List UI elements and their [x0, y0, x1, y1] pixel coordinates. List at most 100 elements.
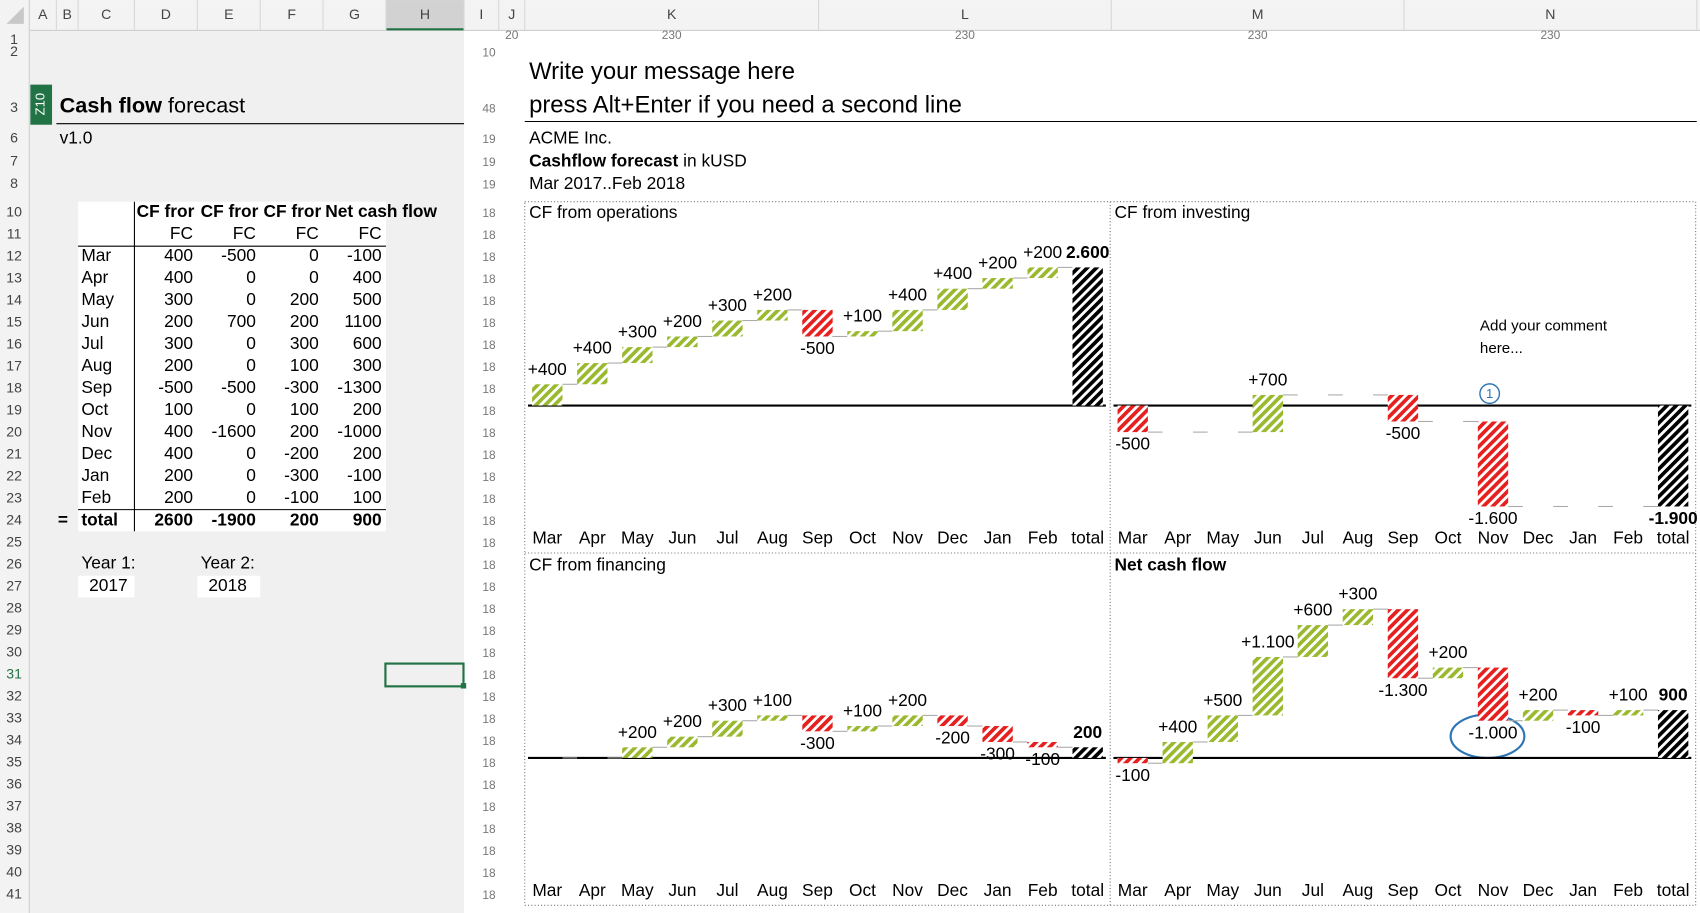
- table-cell: -100: [347, 465, 382, 485]
- bar: [1117, 757, 1148, 764]
- column-width: 230: [1540, 28, 1560, 42]
- row-height: 19: [482, 132, 496, 146]
- category-label: Sep: [1388, 880, 1419, 900]
- category-label: Feb: [1028, 527, 1058, 547]
- row-header-bar: [0, 0, 30, 913]
- category-label: total: [1657, 880, 1690, 900]
- table-cell: 0: [246, 443, 256, 463]
- table-cell: 600: [353, 333, 382, 353]
- category-label: Jun: [1254, 880, 1282, 900]
- value-label: +600: [1293, 600, 1332, 620]
- category-label: Jul: [716, 527, 738, 547]
- row-header: 38: [6, 820, 22, 836]
- category-label: Apr: [1164, 880, 1191, 900]
- row-header: 30: [6, 643, 22, 659]
- year2-cell[interactable]: [197, 575, 261, 598]
- table-row-label: Jun: [81, 311, 109, 331]
- table-cell: -1000: [337, 421, 381, 441]
- table-row-label: Nov: [81, 421, 112, 441]
- selected-column-header: [385, 0, 465, 31]
- value-label: +400: [573, 338, 612, 358]
- row-header: 28: [6, 599, 22, 615]
- comment-marker[interactable]: [1479, 383, 1501, 405]
- table-row-label: Feb: [81, 487, 111, 507]
- value-label: +200: [1428, 642, 1467, 662]
- value-label: -100: [1566, 717, 1601, 737]
- value-label: -300: [980, 744, 1015, 764]
- row-header: 29: [6, 621, 22, 637]
- value-label: +100: [753, 690, 792, 710]
- row-header: 2: [10, 43, 18, 59]
- bar: [667, 336, 698, 348]
- row-height: 18: [482, 888, 496, 902]
- bar: [982, 278, 1013, 289]
- bar: [937, 288, 968, 310]
- value-label: -300: [800, 733, 835, 753]
- category-label: Aug: [1342, 880, 1373, 900]
- selected-cell[interactable]: [384, 662, 465, 688]
- bar: [892, 715, 923, 727]
- bar: [1162, 741, 1193, 764]
- bar: [892, 309, 923, 332]
- row-height: 18: [482, 228, 496, 242]
- table-cell: 400: [164, 267, 193, 287]
- year1-cell[interactable]: [78, 575, 135, 598]
- table-cell: -100: [347, 245, 382, 265]
- name-box[interactable]: [30, 84, 53, 125]
- table-cell: 0: [246, 487, 256, 507]
- value-label: +200: [1023, 242, 1062, 262]
- row-header: 36: [6, 776, 22, 792]
- table-cell: 100: [164, 399, 193, 419]
- value-label: +200: [978, 253, 1017, 273]
- table-row-label: Aug: [81, 355, 112, 375]
- value-label: -1.900: [1649, 508, 1698, 528]
- value-label: -500: [1115, 434, 1150, 454]
- row-header: 34: [6, 731, 22, 747]
- bar: [1117, 405, 1148, 433]
- total-label: total: [81, 509, 118, 529]
- table-cell: 0: [246, 289, 256, 309]
- category-label: Dec: [937, 527, 968, 547]
- company: ACME Inc.: [529, 127, 612, 147]
- bar: [1252, 394, 1284, 433]
- category-label: May: [1206, 527, 1239, 547]
- table-cell: 400: [164, 421, 193, 441]
- table-row-label: Apr: [81, 267, 108, 287]
- row-header: 8: [10, 175, 18, 191]
- table-cell: 200: [290, 289, 319, 309]
- bar: [1477, 667, 1509, 721]
- row-height: 18: [482, 338, 496, 352]
- total-bar: [1072, 747, 1103, 758]
- table-row-label: Dec: [81, 443, 112, 463]
- table-cell: 200: [164, 487, 193, 507]
- column-header: L: [961, 6, 969, 22]
- table-header: Net cash flow: [325, 201, 437, 221]
- table-cell: 100: [290, 355, 319, 375]
- row-height: 18: [482, 602, 496, 616]
- table-subheader: FC: [359, 223, 382, 243]
- table-cell: -100: [284, 487, 319, 507]
- row-header: 23: [6, 489, 22, 505]
- category-label: Mar: [532, 880, 562, 900]
- category-label: Jan: [984, 880, 1012, 900]
- row-header: 6: [10, 130, 18, 146]
- category-label: Jun: [668, 880, 696, 900]
- comment-marker-number: 1: [1486, 386, 1493, 401]
- category-label: Dec: [1523, 527, 1554, 547]
- select-all-corner[interactable]: [6, 6, 24, 24]
- table-cell: -1300: [337, 377, 381, 397]
- table-cell: 200: [353, 399, 382, 419]
- column-header: J: [508, 6, 515, 22]
- row-header: 21: [6, 445, 22, 461]
- category-label: Jun: [668, 527, 696, 547]
- fill-handle[interactable]: [460, 683, 467, 689]
- row-height: 18: [482, 426, 496, 440]
- row-header: 12: [6, 247, 22, 263]
- category-label: Jul: [1302, 880, 1324, 900]
- table-subheader: FC: [233, 223, 256, 243]
- bar: [802, 309, 833, 337]
- value-label: +200: [1519, 685, 1558, 705]
- row-height: 18: [482, 360, 496, 374]
- row-header: 41: [6, 886, 22, 902]
